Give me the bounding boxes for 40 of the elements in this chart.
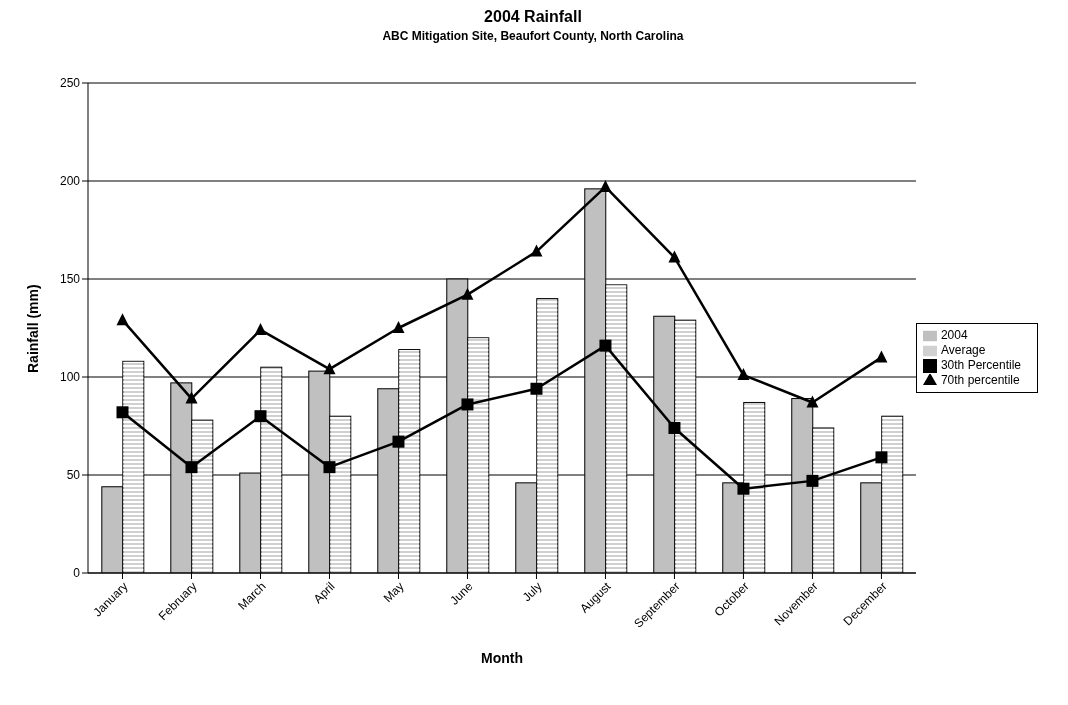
point xyxy=(461,398,474,411)
y-tick-label: 250 xyxy=(59,76,81,91)
point xyxy=(737,368,750,381)
y-tick-label: 50 xyxy=(66,468,81,483)
y-tick-label: 100 xyxy=(59,370,81,385)
y-tick-label: 200 xyxy=(59,174,81,189)
point xyxy=(806,395,819,408)
point xyxy=(599,339,612,352)
legend-label: 2004 xyxy=(940,328,968,343)
y-tick-label: 150 xyxy=(59,272,81,287)
point xyxy=(806,474,819,487)
y-axis-title: Rainfall (mm) xyxy=(24,284,41,373)
legend-label: 30th Percentile xyxy=(940,358,1021,372)
point xyxy=(530,382,543,395)
point xyxy=(185,391,198,404)
point xyxy=(461,287,474,300)
legend-label: 70th percentile xyxy=(940,372,1020,387)
x-tick-label: July xyxy=(519,579,545,605)
legend-label: Average xyxy=(940,343,986,358)
x-axis-title: Month xyxy=(480,650,523,666)
point xyxy=(668,250,681,263)
point xyxy=(323,362,336,375)
chart-subtitle: ABC Mitigation Site, Beaufort County, North Carolina xyxy=(381,29,685,43)
point xyxy=(599,179,612,192)
point xyxy=(875,451,888,464)
point xyxy=(254,322,267,335)
point xyxy=(254,410,267,423)
point xyxy=(392,435,405,448)
point xyxy=(530,244,543,257)
point xyxy=(185,461,198,474)
point xyxy=(668,421,681,434)
point xyxy=(875,350,888,363)
point xyxy=(323,461,336,474)
point xyxy=(737,482,750,495)
chart-title: 2004 Rainfall xyxy=(483,8,583,26)
point xyxy=(116,313,129,326)
y-tick-label: 0 xyxy=(73,566,81,581)
point xyxy=(116,406,129,419)
x-tick-label: May xyxy=(380,579,407,606)
point xyxy=(392,321,405,333)
